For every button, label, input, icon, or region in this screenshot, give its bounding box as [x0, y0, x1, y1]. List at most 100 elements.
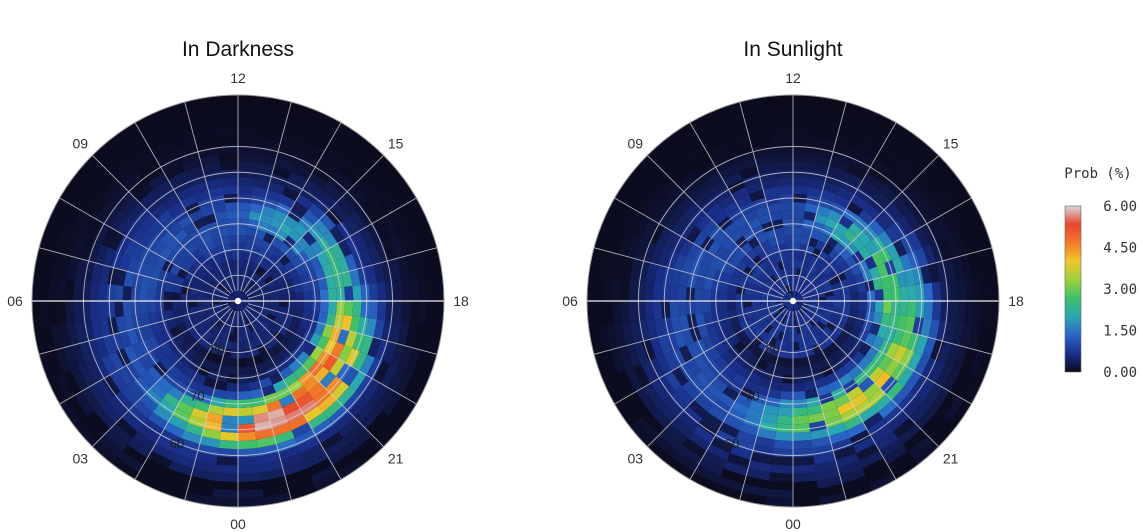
heat-cell	[143, 125, 169, 145]
heat-cell	[828, 248, 840, 261]
heat-cell	[90, 319, 103, 340]
heat-cell	[793, 374, 804, 384]
heat-cell	[936, 185, 958, 211]
heat-cell	[636, 280, 646, 301]
heat-cell	[825, 295, 835, 301]
heat-cell	[293, 283, 304, 294]
heat-cell	[389, 258, 402, 281]
heat-cell	[187, 173, 207, 187]
heat-cell	[212, 237, 224, 248]
heat-cell	[817, 484, 845, 498]
heat-cell	[278, 445, 302, 461]
heat-cell	[818, 492, 847, 506]
heat-cell	[605, 251, 618, 278]
heat-cell	[283, 215, 299, 230]
heat-cell	[41, 325, 55, 353]
heat-cell	[807, 288, 816, 295]
heat-cell	[793, 268, 798, 277]
heat-cell	[793, 423, 811, 433]
heat-cell	[50, 324, 63, 351]
heat-cell	[793, 284, 796, 293]
heat-cell	[425, 275, 436, 301]
heat-cell	[198, 326, 209, 336]
heat-cell	[839, 117, 866, 134]
heat-cell	[808, 178, 825, 190]
meridian-line	[689, 309, 789, 480]
heat-cell	[793, 317, 797, 326]
heat-cell	[883, 405, 904, 426]
heat-cell	[174, 315, 185, 327]
heat-cell	[758, 213, 772, 225]
heat-cell	[677, 285, 687, 301]
heat-cell	[296, 351, 310, 366]
heat-cell	[804, 388, 819, 400]
heat-cell	[775, 235, 786, 246]
heat-cell	[245, 292, 254, 298]
heat-cell	[824, 173, 844, 187]
heat-cell	[718, 291, 728, 301]
heat-cell	[272, 331, 284, 342]
heat-cell	[648, 357, 665, 380]
heat-cell	[793, 407, 809, 417]
heat-cell	[802, 219, 815, 230]
heat-cell	[207, 258, 218, 269]
mlt-label: 06	[7, 293, 23, 309]
heat-cell	[181, 157, 202, 172]
heat-cell	[975, 222, 992, 250]
heat-cell	[163, 291, 173, 301]
heat-cell	[301, 443, 325, 461]
heat-cell	[810, 428, 830, 440]
heat-cell	[777, 407, 793, 417]
heat-cell	[434, 301, 444, 328]
heat-cell	[33, 326, 47, 355]
heat-cell	[837, 400, 855, 416]
heat-cell	[968, 350, 985, 377]
heat-cell	[675, 196, 694, 216]
heat-cell	[746, 248, 758, 261]
heat-cell	[190, 282, 200, 291]
heat-cell	[831, 282, 841, 291]
heat-cell	[729, 445, 753, 461]
heat-cell	[100, 354, 117, 376]
heat-cell	[225, 202, 238, 212]
heat-cell	[181, 430, 202, 445]
heat-cell	[319, 213, 337, 231]
heat-cell	[409, 301, 420, 325]
heat-cell	[927, 416, 950, 441]
heat-cell	[793, 431, 812, 442]
heat-cell	[139, 301, 149, 314]
heat-cell	[366, 357, 383, 380]
heat-cell	[930, 241, 945, 263]
heat-cell	[167, 201, 185, 217]
heat-cell	[964, 301, 975, 325]
heat-cell	[853, 272, 865, 284]
heat-cell	[727, 308, 738, 319]
heat-cell	[190, 181, 209, 195]
heat-cell	[802, 372, 815, 383]
heat-cell	[293, 308, 304, 319]
heat-cell	[767, 265, 777, 275]
heat-cell	[876, 324, 889, 339]
heat-cell	[268, 335, 279, 347]
heat-cell	[401, 278, 412, 301]
heat-cell	[878, 183, 898, 202]
heat-cell	[617, 370, 637, 396]
heat-cell	[190, 407, 209, 421]
heat-cell	[343, 423, 367, 445]
heat-cell	[187, 415, 207, 429]
heat-cell	[769, 119, 793, 130]
meridian-line	[247, 247, 438, 299]
heat-cell	[238, 480, 263, 491]
heat-cell	[843, 171, 864, 187]
heat-cell	[793, 472, 817, 483]
meridian-line	[802, 247, 993, 299]
heat-cell	[254, 297, 263, 301]
heat-cell	[636, 161, 659, 186]
heat-cell	[332, 129, 359, 151]
heat-cell	[972, 301, 983, 326]
heat-cell	[697, 324, 710, 339]
heat-cell	[863, 412, 884, 430]
heat-cell	[193, 399, 211, 413]
